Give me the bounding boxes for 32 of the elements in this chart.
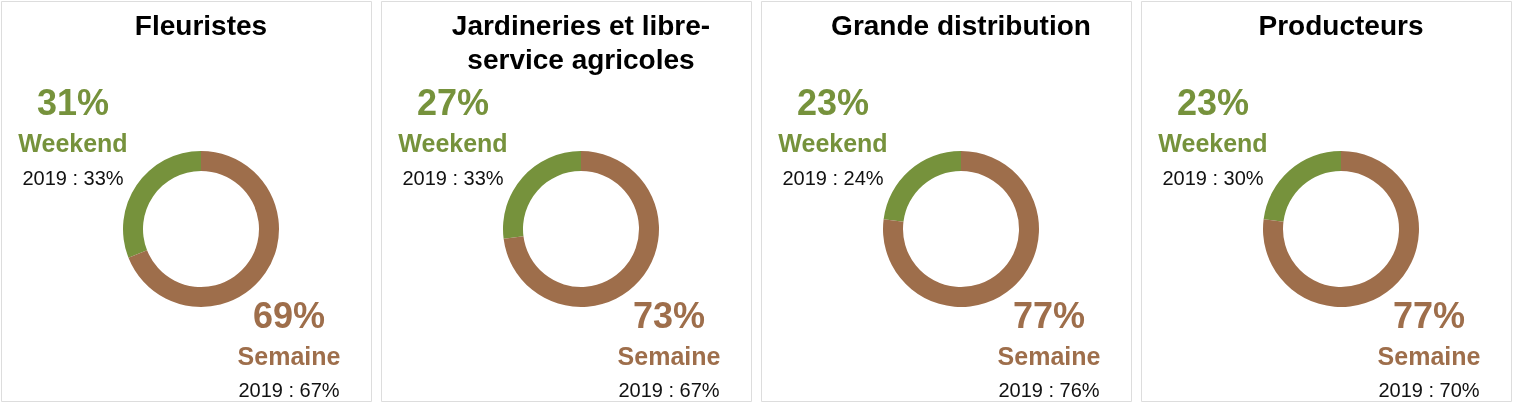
- text: 2019 : 70%: [1378, 379, 1480, 401]
- slice-label: Semaine: [1377, 342, 1481, 370]
- slice-label: Weekend: [18, 129, 128, 157]
- donut-slice: [123, 151, 201, 258]
- slice-label: Weekend: [398, 129, 508, 157]
- donut-slice: [1263, 151, 1341, 222]
- slice-label: Semaine: [237, 342, 341, 370]
- donut-slice: [503, 151, 581, 239]
- data-label: 77%: [1392, 295, 1466, 336]
- data-label: 23%: [1176, 82, 1250, 123]
- data-label: 27%: [416, 82, 490, 123]
- slice-label: Weekend: [1158, 129, 1268, 157]
- slice-label: Weekend: [778, 129, 888, 157]
- chart-title: Fleuristes: [134, 10, 268, 41]
- text: 2019 : 67%: [618, 379, 720, 401]
- chart-title: Grande distribution: [831, 10, 1091, 41]
- data-label: 23%: [796, 82, 870, 123]
- data-label: 73%: [632, 295, 706, 336]
- text: 2019 : 76%: [998, 379, 1100, 401]
- text: 2019 : 24%: [782, 167, 884, 189]
- text: 2019 : 30%: [1162, 167, 1264, 189]
- chart-title: Jardineries et libre- service agricoles: [451, 10, 711, 75]
- text: 2019 : 33%: [402, 167, 504, 189]
- donut-slice: [883, 151, 961, 222]
- data-label: 77%: [1012, 295, 1086, 336]
- data-label: 31%: [36, 82, 110, 123]
- slice-label: Semaine: [617, 342, 721, 370]
- data-label: 69%: [252, 295, 326, 336]
- text: 2019 : 67%: [238, 379, 340, 401]
- slice-label: Semaine: [997, 342, 1101, 370]
- chart-title: Producteurs: [1258, 10, 1424, 41]
- text: 2019 : 33%: [22, 167, 124, 189]
